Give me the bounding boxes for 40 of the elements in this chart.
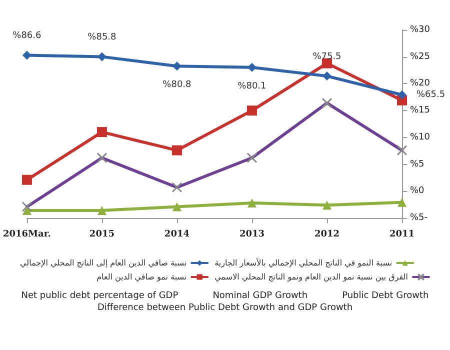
data-label: %75.5 — [312, 52, 342, 62]
y-tick-label: %10 — [410, 132, 430, 142]
text: Public Debt Growth — [342, 291, 429, 301]
point — [247, 198, 256, 208]
legend-label: نسبة نمو صافي الدين العام — [96, 272, 187, 282]
x-tick-label: 2011 — [389, 230, 415, 240]
y-tick-label: %25 — [410, 52, 430, 62]
x-tick-label: 2016Mar. — [2, 230, 51, 240]
data-label: %80.8 — [162, 80, 192, 90]
text: Net public debt percentage of GDP — [21, 291, 178, 301]
data-label: %86.6 — [12, 31, 42, 42]
text: Nominal GDP Growth — [212, 291, 308, 301]
y-tick-label: %20 — [410, 78, 430, 89]
data-label: %65.5 — [416, 90, 446, 100]
point — [96, 127, 107, 138]
point — [246, 106, 257, 116]
point — [172, 62, 182, 71]
y-tick-label: %0 — [410, 186, 425, 196]
legend-label: نسبة النمو في الناتج المحلي الإجمالي بالأسعار الجارية — [214, 258, 392, 268]
x-tick-label: 2014 — [164, 230, 190, 240]
y-tick-label: %5 — [410, 159, 424, 170]
point — [398, 198, 406, 207]
point — [22, 174, 32, 185]
point — [22, 50, 32, 60]
point — [172, 145, 182, 156]
x-tick-label: 2012 — [314, 230, 340, 240]
data-label: %85.8 — [88, 32, 117, 43]
y-tick-label: %5- — [410, 213, 428, 223]
data-label: %80.1 — [238, 81, 266, 92]
y-tick-label: %15 — [410, 106, 430, 116]
text: Difference between Public Debt Growth and GDP Growth — [97, 303, 353, 313]
x-tick-label: 2015 — [89, 230, 114, 240]
legend-label: الفرق بين نسبة نمو الدين العام ونمو الناتج المحلي الاسمي — [214, 272, 408, 282]
legend-label: نسبة صافي الدين العام إلى الناتج المحلي الإجمالي — [20, 258, 187, 268]
point — [398, 90, 406, 100]
point — [172, 202, 182, 212]
x-tick-label: 2013 — [239, 230, 265, 240]
y-tick-label: %30 — [410, 25, 430, 35]
point — [322, 200, 332, 210]
point — [97, 206, 106, 215]
